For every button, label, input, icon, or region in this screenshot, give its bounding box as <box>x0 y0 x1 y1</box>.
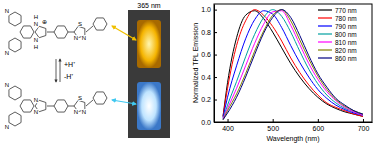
ring <box>9 112 21 126</box>
atom-label: N <box>82 109 86 115</box>
plot-frame <box>214 4 372 122</box>
equilibrium-arrow <box>60 59 61 82</box>
x-axis-title: Wavelength (nm) <box>266 135 319 143</box>
legend-swatch <box>318 33 332 34</box>
atom-label: N <box>34 109 38 115</box>
bond <box>68 32 74 33</box>
legend-label: 780 nm <box>335 15 357 22</box>
atom-label: N <box>5 50 9 56</box>
atom-label: N <box>34 21 38 27</box>
tick: 1.0 <box>201 6 217 13</box>
tick-label: 1.0 <box>201 6 211 13</box>
legend-label: 800 nm <box>335 31 357 38</box>
photo-background <box>128 10 170 138</box>
tick-label: 700 <box>358 125 370 132</box>
ring <box>9 38 21 52</box>
atom-label: ⊕ <box>42 19 47 25</box>
atom-label: N <box>82 35 86 41</box>
ring <box>20 100 34 112</box>
pointer-arrow <box>112 26 136 40</box>
ring <box>93 18 107 30</box>
tick-label: 0.8 <box>201 29 211 36</box>
legend-label: 790 nm <box>335 23 357 30</box>
ring <box>35 26 46 37</box>
vial-protonated <box>137 20 161 68</box>
series-line <box>223 10 363 120</box>
atom-label: S <box>78 95 82 101</box>
atom-label: H <box>34 44 38 50</box>
tick: 700 <box>358 119 370 132</box>
y-axis-title: Normalized TPL Emission <box>192 23 199 103</box>
scheme: NNNHNH⊕SNNNNNNSNN+H⁺-H⁺365 nm <box>5 2 170 138</box>
tick-label: 0.4 <box>201 74 211 81</box>
atom-label: N <box>34 37 38 43</box>
protonate-label: +H⁺ <box>64 61 76 68</box>
atom-label: N <box>74 35 78 41</box>
tick-label: 0.0 <box>201 119 211 126</box>
tick: 0.8 <box>201 29 217 36</box>
legend-label: 770 nm <box>335 7 357 14</box>
ring <box>54 26 68 38</box>
legend-swatch <box>318 57 332 58</box>
tick-label: 400 <box>222 125 234 132</box>
molecule: NNNNSNN <box>5 82 107 130</box>
molecule: NNNHNH⊕SNN <box>5 8 107 56</box>
x-axis: 400 500 600 700 <box>215 119 373 132</box>
legend-label: 820 nm <box>335 47 357 54</box>
series-line <box>223 11 363 117</box>
tick: 400 <box>222 119 234 132</box>
series-line <box>223 10 363 120</box>
legend-label: 810 nm <box>335 39 357 46</box>
figure: NNNHNH⊕SNNNNNNSNN+H⁺-H⁺365 nm40050060070… <box>0 0 378 143</box>
series-line <box>223 11 363 118</box>
ring <box>9 86 21 100</box>
vial-neutral <box>137 82 161 130</box>
bond <box>86 100 93 106</box>
legend: 770 nm780 nm790 nm800 nm810 nm820 nm860 … <box>318 7 357 62</box>
bond <box>47 32 54 33</box>
tick-label: 0.6 <box>201 51 211 58</box>
legend-swatch <box>318 25 332 26</box>
legend-swatch <box>318 17 332 18</box>
y-axis: 0.0 0.2 0.4 0.6 0.8 1.0 <box>201 5 217 126</box>
bond <box>47 106 54 107</box>
legend-swatch <box>318 41 332 42</box>
excitation-label: 365 nm <box>137 2 161 9</box>
tick: 0.2 <box>201 96 217 103</box>
atom-label: S <box>78 21 82 27</box>
tick: 500 <box>267 119 279 132</box>
deprotonate-label: -H⁺ <box>64 73 74 80</box>
tick-label: 0.2 <box>201 96 211 103</box>
ring <box>9 12 21 26</box>
atom-label: N <box>5 124 9 130</box>
atom-label: N <box>5 82 9 88</box>
tick-label: 500 <box>267 125 279 132</box>
chart: 400 500 600 700 0.0 0.2 0.4 0.6 0.8 1.0 Wavelength… <box>192 4 373 143</box>
ring <box>93 92 107 104</box>
tick: 0.6 <box>201 51 217 58</box>
tick: 600 <box>312 119 324 132</box>
series-line <box>223 11 363 119</box>
legend-label: 860 nm <box>335 55 357 62</box>
legend-swatch <box>318 49 332 50</box>
ring <box>20 26 34 38</box>
bond <box>68 106 74 107</box>
legend-swatch <box>318 9 332 10</box>
tick-label: 600 <box>312 125 324 132</box>
atom-label: N <box>5 8 9 14</box>
ring <box>54 100 68 112</box>
atom-label: N <box>74 109 78 115</box>
atom-label: N <box>34 97 38 103</box>
bond <box>86 26 93 32</box>
atom-label: H <box>34 14 38 20</box>
pointer-arrow <box>112 100 136 104</box>
plot-lines <box>223 10 363 120</box>
tick: 0.4 <box>201 74 217 81</box>
equilibrium-arrow <box>56 59 57 82</box>
